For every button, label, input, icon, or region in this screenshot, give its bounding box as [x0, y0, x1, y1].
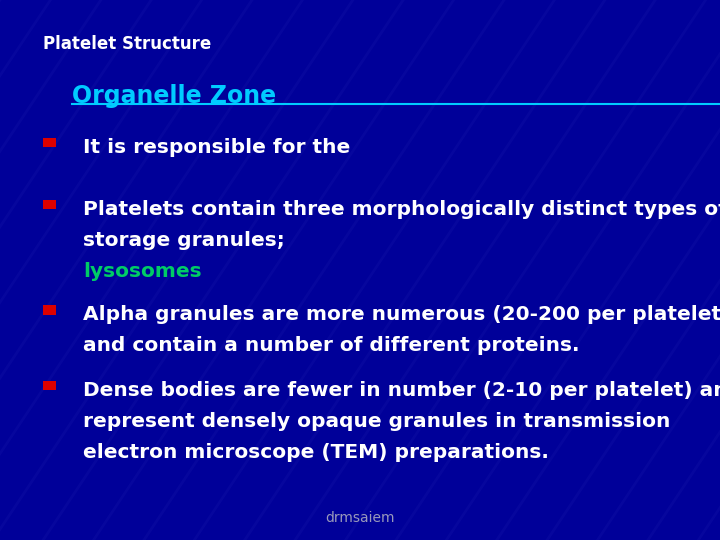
Text: storage granules;: storage granules; — [83, 231, 292, 250]
Text: represent densely opaque granules in transmission: represent densely opaque granules in tra… — [83, 412, 670, 431]
FancyBboxPatch shape — [43, 138, 56, 147]
FancyBboxPatch shape — [43, 200, 56, 210]
Text: drmsaiem: drmsaiem — [325, 511, 395, 525]
FancyBboxPatch shape — [43, 381, 56, 390]
Text: Organelle Zone: Organelle Zone — [72, 84, 276, 107]
Text: and contain a number of different proteins.: and contain a number of different protei… — [83, 336, 580, 355]
Text: electron microscope (TEM) preparations.: electron microscope (TEM) preparations. — [83, 443, 549, 462]
Text: lysosomes: lysosomes — [83, 262, 202, 281]
Text: Platelets contain three morphologically distinct types of: Platelets contain three morphologically … — [83, 200, 720, 219]
FancyBboxPatch shape — [43, 305, 56, 315]
Text: Platelet Structure: Platelet Structure — [43, 35, 212, 53]
Text: Dense bodies are fewer in number (2-10 per platelet) and: Dense bodies are fewer in number (2-10 p… — [83, 381, 720, 400]
Text: It is responsible for the: It is responsible for the — [83, 138, 357, 157]
Text: Alpha granules are more numerous (20-200 per platelet): Alpha granules are more numerous (20-200… — [83, 305, 720, 324]
